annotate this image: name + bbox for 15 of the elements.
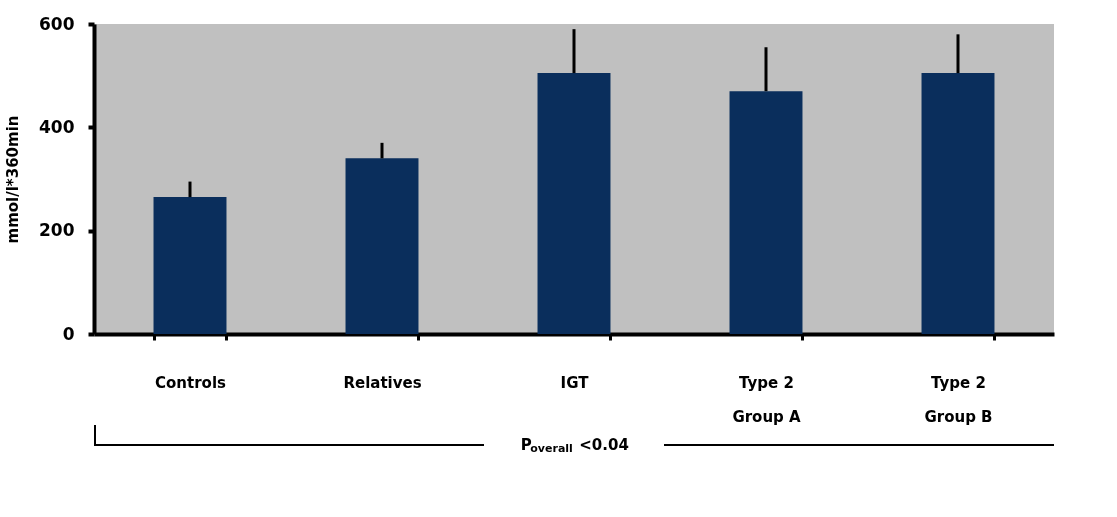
bar [729, 91, 803, 334]
x-tick-label: Controls [155, 373, 227, 392]
bar [153, 197, 227, 334]
y-axis-title: mmol/l*360min [4, 115, 23, 244]
x-tick-label: IGT [560, 373, 590, 392]
y-tick-label: 400 [39, 116, 75, 137]
x-tick-label: Type 2 Group B [924, 373, 993, 426]
y-tick-label: 200 [39, 220, 75, 241]
x-tick-label: Relatives [343, 373, 422, 392]
bar [921, 73, 995, 334]
bar [537, 73, 611, 334]
x-tick-label: Type 2 Group A [732, 373, 802, 426]
y-tick-label: 600 [39, 13, 75, 34]
y-tick-label: 0 [62, 323, 75, 344]
bar [345, 158, 419, 334]
